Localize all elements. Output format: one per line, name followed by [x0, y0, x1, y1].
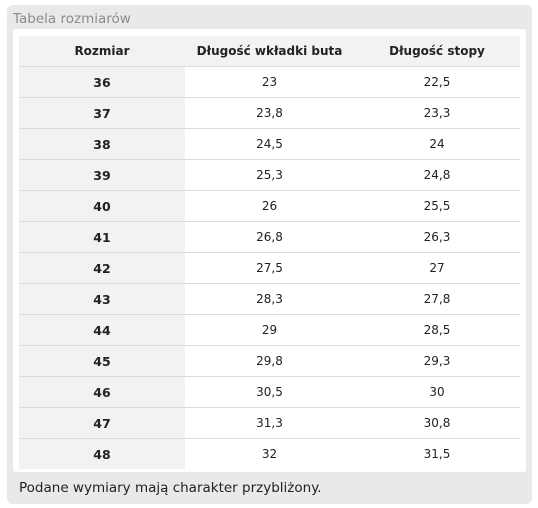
insole-length-cell: 30,5 [185, 376, 354, 408]
size-cell: 37 [19, 97, 185, 129]
foot-length-cell: 30 [354, 376, 520, 408]
insole-length-cell: 32 [261, 447, 278, 461]
panel-title: Tabela rozmiarów [13, 11, 131, 27]
size-cell: 43 [19, 283, 185, 315]
table-row: 46 30,5 30 [19, 376, 520, 408]
foot-length-cell: 22,5 [354, 66, 520, 98]
insole-length-cell: 27,5 [185, 252, 354, 284]
insole-length-cell: 29,8 [185, 345, 354, 377]
size-cell: 42 [19, 252, 185, 284]
table-row: 45 29,8 29,3 [19, 345, 520, 377]
size-table-card: Rozmiar Długość wkładki buta Długość sto… [13, 29, 526, 472]
size-cell: 48 [19, 438, 185, 469]
column-header-insole-length: Długość wkładki buta [185, 36, 354, 67]
foot-length-cell: 27,8 [354, 283, 520, 315]
size-cell: 46 [19, 376, 185, 408]
foot-length-cell: 29,3 [354, 345, 520, 377]
foot-length-cell: 24,8 [354, 159, 520, 191]
table-row: 43 28,3 27,8 [19, 283, 520, 315]
insole-length-cell: 26,8 [185, 221, 354, 253]
table-row: 40 26 25,5 [19, 190, 520, 222]
insole-length-cell: 29 [185, 314, 354, 346]
column-header-foot-length: Długość stopy [354, 36, 520, 67]
table-row: 36 23 22,5 [19, 66, 520, 98]
size-cell: 38 [19, 128, 185, 160]
table-row: 44 29 28,5 [19, 314, 520, 346]
size-cell: 47 [19, 407, 185, 439]
insole-length-cell: 25,3 [185, 159, 354, 191]
insole-length-cell: 24,5 [185, 128, 354, 160]
table-row: 42 27,5 27 [19, 252, 520, 284]
foot-length-cell: 28,5 [354, 314, 520, 346]
table-row: 41 26,8 26,3 [19, 221, 520, 253]
table-row: 37 23,8 23,3 [19, 97, 520, 129]
foot-length-cell: 31,5 [423, 447, 451, 461]
insole-length-cell: 26 [185, 190, 354, 222]
foot-length-cell: 24 [354, 128, 520, 160]
size-cell: 36 [19, 66, 185, 98]
foot-length-cell: 25,5 [354, 190, 520, 222]
size-table: Rozmiar Długość wkładki buta Długość sto… [19, 36, 520, 469]
insole-length-cell: 23 [185, 66, 354, 98]
table-header-row: Rozmiar Długość wkładki buta Długość sto… [19, 36, 520, 67]
foot-length-cell: 26,3 [354, 221, 520, 253]
size-chart-panel: Tabela rozmiarów Rozmiar Długość wkładki… [7, 5, 532, 504]
table-row: 48 32 31,5 [19, 438, 520, 469]
insole-length-cell: 28,3 [185, 283, 354, 315]
insole-length-cell: 23,8 [185, 97, 354, 129]
foot-length-cell: 30,8 [354, 407, 520, 439]
table-row: 39 25,3 24,8 [19, 159, 520, 191]
column-header-size: Rozmiar [19, 36, 185, 67]
insole-length-cell: 31,3 [185, 407, 354, 439]
size-cell: 41 [19, 221, 185, 253]
size-cell: 44 [19, 314, 185, 346]
size-cell: 45 [19, 345, 185, 377]
footnote: Podane wymiary mają charakter przybliżon… [19, 480, 322, 496]
size-cell: 40 [19, 190, 185, 222]
table-row: 38 24,5 24 [19, 128, 520, 160]
size-cell: 39 [19, 159, 185, 191]
table-row: 47 31,3 30,8 [19, 407, 520, 439]
foot-length-cell: 27 [354, 252, 520, 284]
foot-length-cell: 23,3 [354, 97, 520, 129]
